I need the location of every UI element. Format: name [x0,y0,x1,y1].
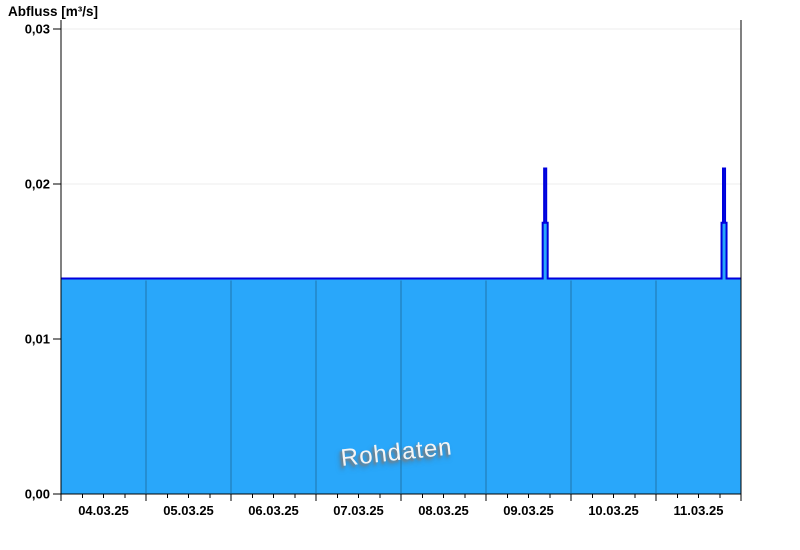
y-tick-label: 0,00 [25,487,50,502]
x-tick-label: 06.03.25 [248,503,299,518]
y-tick-label: 0,01 [25,332,50,347]
y-tick-label: 0,03 [25,22,50,37]
y-tick-label: 0,02 [25,177,50,192]
x-tick-label: 08.03.25 [418,503,469,518]
x-tick-label: 07.03.25 [333,503,384,518]
x-tick-label: 10.03.25 [588,503,639,518]
y-axis-title: Abfluss [m³/s] [8,4,99,19]
x-tick-label: 09.03.25 [503,503,554,518]
x-tick-label: 05.03.25 [163,503,214,518]
x-tick-label: 04.03.25 [78,503,129,518]
x-tick-label: 11.03.25 [674,503,724,518]
series-line [61,167,741,280]
